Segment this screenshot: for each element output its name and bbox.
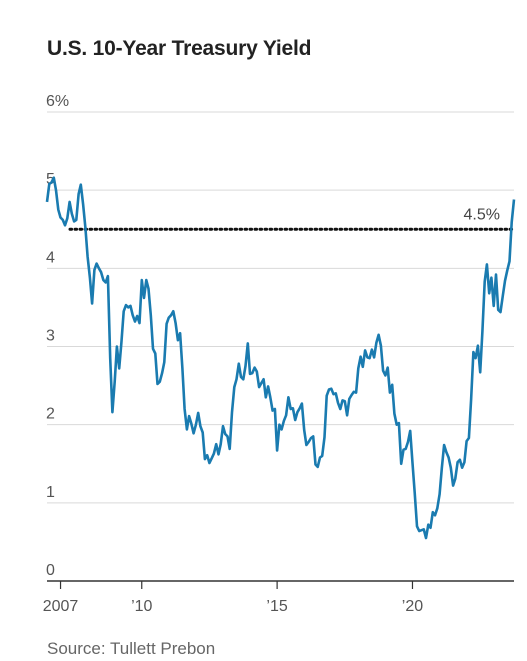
x-axis-ticks: 2007 ’10 ’15 ’20 [43, 581, 423, 615]
y-tick-label-2: 2 [46, 406, 55, 423]
y-tick-label-4: 4 [46, 249, 55, 266]
y-tick-label-5: 5 [46, 171, 55, 188]
x-tick-label-2010: ’10 [131, 598, 152, 615]
y-axis-tick-labels: 0 1 2 3 4 5 6% [46, 93, 69, 579]
y-tick-label-0: 0 [46, 562, 55, 579]
x-tick-label-2015: ’15 [266, 598, 287, 615]
x-tick-label-2007: 2007 [43, 598, 79, 615]
y-tick-label-1: 1 [46, 484, 55, 501]
y-tick-label-3: 3 [46, 328, 55, 345]
y-tick-label-6: 6% [46, 93, 69, 110]
source-note: Source: Tullett Prebon [47, 639, 216, 658]
x-tick-label-2020: ’20 [402, 598, 423, 615]
reference-line-label: 4.5% [464, 206, 500, 223]
chart-title: U.S. 10-Year Treasury Yield [47, 37, 312, 60]
series-line-10yr-yield [45, 176, 516, 540]
